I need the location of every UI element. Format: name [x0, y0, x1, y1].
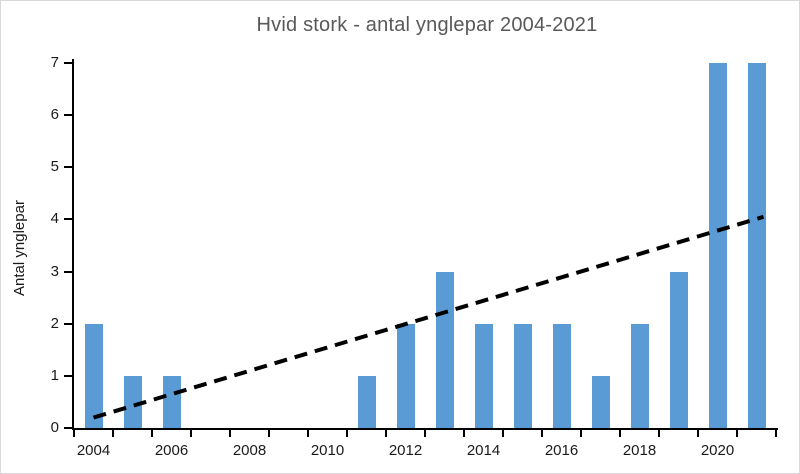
- y-tick-4: [64, 218, 74, 221]
- y-tick-label-3: 3: [50, 262, 59, 280]
- x-tick-11: [502, 430, 504, 437]
- chart-title: Hvid stork - antal ynglepar 2004-2021: [256, 14, 598, 36]
- bar-2004: [84, 323, 103, 428]
- x-tick-1: [112, 430, 114, 437]
- bar-2012: [396, 323, 415, 428]
- x-tick-5: [268, 430, 270, 437]
- x-tick-label-2004: 2004: [76, 442, 111, 459]
- bar-2006: [162, 375, 181, 428]
- x-tick-2: [151, 430, 153, 437]
- bar-2011: [357, 375, 376, 428]
- x-axis-line: [72, 428, 778, 430]
- bar-2018: [630, 323, 649, 428]
- bar-2005: [123, 375, 142, 428]
- x-tick-label-2012: 2012: [388, 442, 423, 459]
- bar-2021: [747, 63, 766, 428]
- x-tick-label-2006: 2006: [154, 442, 189, 459]
- y-tick-3: [64, 270, 74, 273]
- y-tick-2: [64, 322, 74, 325]
- y-tick-label-5: 5: [50, 158, 59, 176]
- x-tick-6: [307, 430, 309, 437]
- y-axis-line: [72, 59, 74, 430]
- x-tick-0: [73, 430, 75, 437]
- y-tick-5: [64, 166, 74, 169]
- y-tick-label-7: 7: [50, 54, 59, 71]
- y-tick-label-2: 2: [50, 314, 59, 332]
- bar-2017: [591, 375, 610, 428]
- x-tick-12: [541, 430, 543, 437]
- bar-2014: [474, 323, 493, 428]
- y-tick-label-0: 0: [50, 419, 59, 436]
- x-tick-17: [736, 430, 738, 437]
- x-tick-label-2010: 2010: [310, 442, 345, 459]
- x-tick-label-2020: 2020: [700, 442, 735, 459]
- bar-2019: [669, 271, 688, 428]
- x-tick-label-2014: 2014: [466, 442, 501, 459]
- y-tick-6: [64, 114, 74, 117]
- x-tick-label-2018: 2018: [622, 442, 657, 459]
- x-tick-15: [658, 430, 660, 437]
- y-tick-0: [64, 427, 74, 429]
- x-tick-3: [190, 430, 192, 437]
- y-tick-label-1: 1: [50, 366, 59, 384]
- y-tick-label-4: 4: [50, 210, 59, 228]
- bar-2016: [552, 323, 571, 428]
- y-tick-1: [64, 374, 74, 377]
- x-tick-4: [229, 430, 231, 437]
- x-tick-10: [463, 430, 465, 437]
- x-tick-16: [697, 430, 699, 437]
- bar-2020: [708, 63, 727, 428]
- x-tick-14: [619, 430, 621, 437]
- bar-2015: [513, 323, 532, 428]
- x-tick-9: [424, 430, 426, 437]
- y-tick-7: [64, 62, 74, 64]
- x-tick-label-2008: 2008: [232, 442, 267, 459]
- x-tick-8: [385, 430, 387, 437]
- x-tick-label-2016: 2016: [544, 442, 579, 459]
- x-tick-18: [775, 430, 777, 437]
- x-tick-13: [580, 430, 582, 437]
- x-tick-7: [346, 430, 348, 437]
- bar-2013: [435, 271, 454, 428]
- y-tick-label-6: 6: [50, 106, 59, 124]
